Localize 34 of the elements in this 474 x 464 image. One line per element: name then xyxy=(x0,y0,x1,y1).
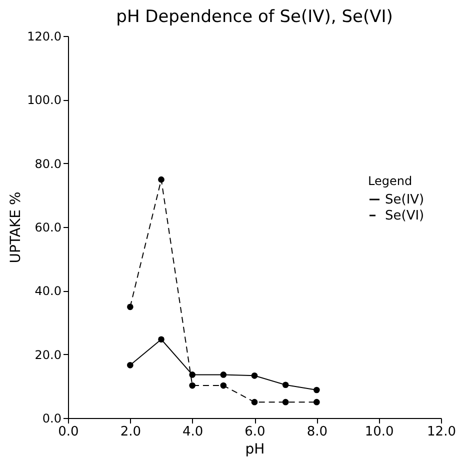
point xyxy=(127,362,134,368)
x-tick-label: 8.0 xyxy=(306,424,328,440)
legend-title: Legend xyxy=(368,174,412,188)
point xyxy=(314,398,320,406)
point xyxy=(251,372,258,379)
x-tick-label: 6.0 xyxy=(244,424,266,440)
point xyxy=(314,386,320,394)
x-tick-label: 12.0 xyxy=(427,424,456,440)
point xyxy=(282,382,289,388)
chart-title: pH Dependence of Se(IV), Se(VI) xyxy=(116,7,393,27)
y-tick-label: 60.0 xyxy=(34,220,62,234)
y-tick-label: 120.0 xyxy=(27,30,62,44)
point xyxy=(189,382,196,389)
y-tick-label: 0.0 xyxy=(42,412,62,426)
y-tick-label: 40.0 xyxy=(34,284,62,298)
y-axis-title: UPTAKE % xyxy=(8,192,24,264)
legend-label: Se(IV) xyxy=(385,192,424,208)
point xyxy=(251,398,258,406)
point xyxy=(282,398,289,406)
x-tick-label: 2.0 xyxy=(120,424,142,440)
point xyxy=(158,176,164,183)
x-tick-label: 4.0 xyxy=(182,424,204,440)
x-tick-label: 10.0 xyxy=(364,424,394,440)
point xyxy=(189,372,196,378)
legend-label: Se(VI) xyxy=(385,208,424,224)
point xyxy=(220,372,227,378)
y-tick-label: 100.0 xyxy=(27,93,62,108)
point xyxy=(158,336,164,343)
point xyxy=(220,382,227,389)
y-tick-label: 20.0 xyxy=(34,348,62,362)
x-tick-label: 0.0 xyxy=(58,424,79,440)
x-axis-title: pH xyxy=(245,442,265,458)
point xyxy=(127,304,134,310)
y-tick-label: 80.0 xyxy=(34,156,62,171)
